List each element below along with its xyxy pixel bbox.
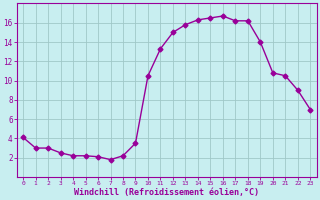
X-axis label: Windchill (Refroidissement éolien,°C): Windchill (Refroidissement éolien,°C) [74,188,259,197]
